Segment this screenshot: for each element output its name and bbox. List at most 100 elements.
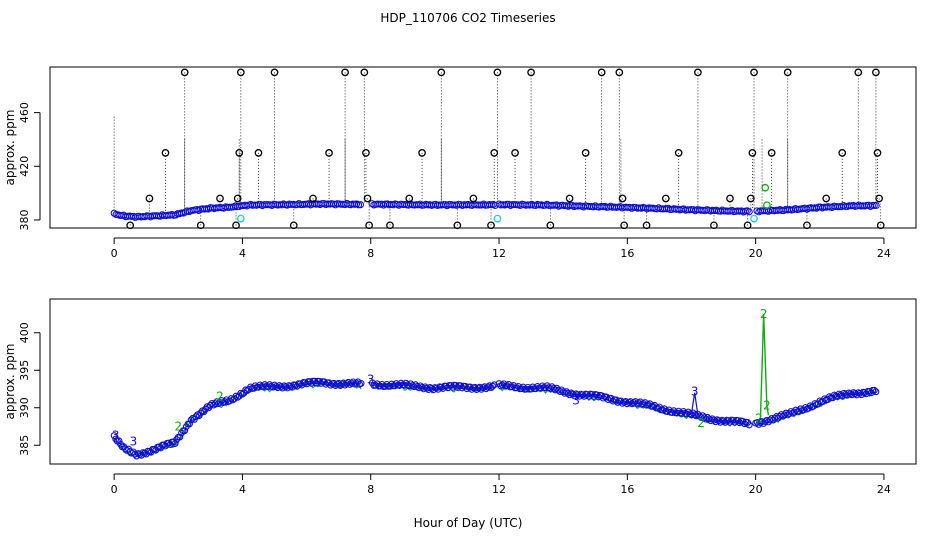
- trace-point: [356, 201, 365, 209]
- x-tick-label: 20: [749, 247, 763, 260]
- blue-series-point: [458, 384, 466, 392]
- blue-series-point: [787, 408, 795, 415]
- blue-series-point: [790, 408, 798, 416]
- blue-series-point: [418, 383, 426, 391]
- blue-series-point: [479, 384, 487, 392]
- blue-series-point: [866, 388, 873, 395]
- flag-point: [325, 149, 333, 157]
- blue-series-point: [683, 410, 691, 418]
- x-tick-label: 8: [367, 247, 374, 260]
- blue-series-point: [851, 390, 859, 398]
- blue-series-point: [187, 416, 195, 424]
- blue-series-point: [659, 406, 667, 414]
- blue-series-point: [785, 410, 793, 417]
- trace-point: [491, 201, 499, 210]
- flag-point: [642, 221, 651, 230]
- blue-series-point: [311, 377, 319, 385]
- blue-series-point: [574, 391, 582, 399]
- series-label-mark: 2: [760, 307, 768, 321]
- flag-point: [854, 68, 863, 77]
- x-tick-label: 20: [749, 483, 763, 496]
- flag-point: [546, 221, 555, 230]
- flag-point: [803, 221, 811, 230]
- blue-series-point: [452, 381, 460, 389]
- blue-series-point: [165, 439, 173, 447]
- y-tick-label: 460: [18, 102, 31, 123]
- blue-series-point: [797, 405, 804, 413]
- flag-point: [743, 221, 752, 230]
- blue-series-point: [405, 382, 413, 390]
- flag-point: [661, 194, 670, 203]
- x-tick-label: 16: [620, 247, 634, 260]
- blue-series-point: [861, 389, 869, 397]
- blue-series-point: [736, 419, 744, 427]
- blue-series-point: [343, 380, 351, 387]
- flag-point: [581, 149, 590, 157]
- blue-series-point: [522, 385, 530, 393]
- blue-series-point: [761, 418, 769, 425]
- blue-series-point: [291, 381, 299, 389]
- flag-point: [469, 194, 478, 203]
- flag-point: [437, 68, 446, 77]
- x-tick-label: 0: [111, 247, 118, 260]
- blue-series-point: [781, 411, 788, 419]
- blue-series-point: [218, 397, 226, 405]
- blue-series-point: [485, 382, 493, 390]
- flag-point: [872, 68, 880, 77]
- blue-series-point: [707, 417, 715, 425]
- flag-point: [822, 194, 831, 203]
- flag-point: [363, 194, 372, 203]
- blue-series-point: [550, 385, 558, 393]
- blue-series-point: [410, 383, 418, 391]
- flag-point: [750, 68, 758, 77]
- flag-point: [126, 221, 135, 230]
- series-label-mark: 2: [216, 390, 224, 404]
- flag-point: [341, 68, 349, 77]
- blue-series-point: [692, 412, 700, 420]
- blue-series-point: [705, 415, 713, 423]
- blue-series-point: [428, 384, 436, 392]
- cyan-flag-point: [236, 214, 245, 223]
- flag-point: [565, 194, 574, 203]
- blue-series-point: [729, 416, 737, 424]
- blue-series-point: [216, 398, 224, 406]
- blue-series-point: [630, 399, 638, 407]
- flag-point: [487, 221, 495, 230]
- green-flag-point: [763, 201, 771, 210]
- x-tick-label: 24: [877, 483, 891, 496]
- blue-series-point: [734, 417, 742, 425]
- blue-series-point: [792, 406, 800, 414]
- blue-series-point: [192, 413, 200, 421]
- series-label-mark: 3: [367, 372, 375, 386]
- flag-point: [873, 149, 882, 157]
- y-tick-label: 380: [18, 209, 31, 230]
- blue-series-point: [423, 384, 431, 392]
- blue-series-point: [724, 417, 732, 425]
- series-label-mark: 3: [112, 429, 120, 443]
- cyan-flag-point: [750, 214, 758, 223]
- blue-series-point: [673, 409, 681, 417]
- flag-point: [232, 221, 240, 230]
- blue-series-point: [115, 437, 123, 445]
- flag-point: [710, 221, 718, 230]
- y-axis-title: approx. ppm: [3, 110, 17, 186]
- blue-series-point: [186, 420, 193, 428]
- flag-point: [618, 194, 627, 203]
- flag-point: [418, 149, 426, 157]
- flag-point: [783, 68, 792, 77]
- blue-series-point: [639, 400, 647, 408]
- blue-series-point: [489, 382, 497, 390]
- blue-series-point: [782, 409, 790, 417]
- blue-series-point: [277, 383, 285, 391]
- flag-point: [309, 194, 317, 203]
- y-axis-title: approx. ppm: [3, 344, 17, 420]
- y-tick-label: 395: [18, 360, 31, 381]
- blue-series-point: [830, 391, 838, 399]
- blue-series-point: [564, 389, 572, 397]
- blue-series-point: [269, 383, 277, 391]
- flag-point: [386, 221, 394, 230]
- flag-point: [511, 149, 519, 157]
- blue-series-point: [442, 382, 450, 390]
